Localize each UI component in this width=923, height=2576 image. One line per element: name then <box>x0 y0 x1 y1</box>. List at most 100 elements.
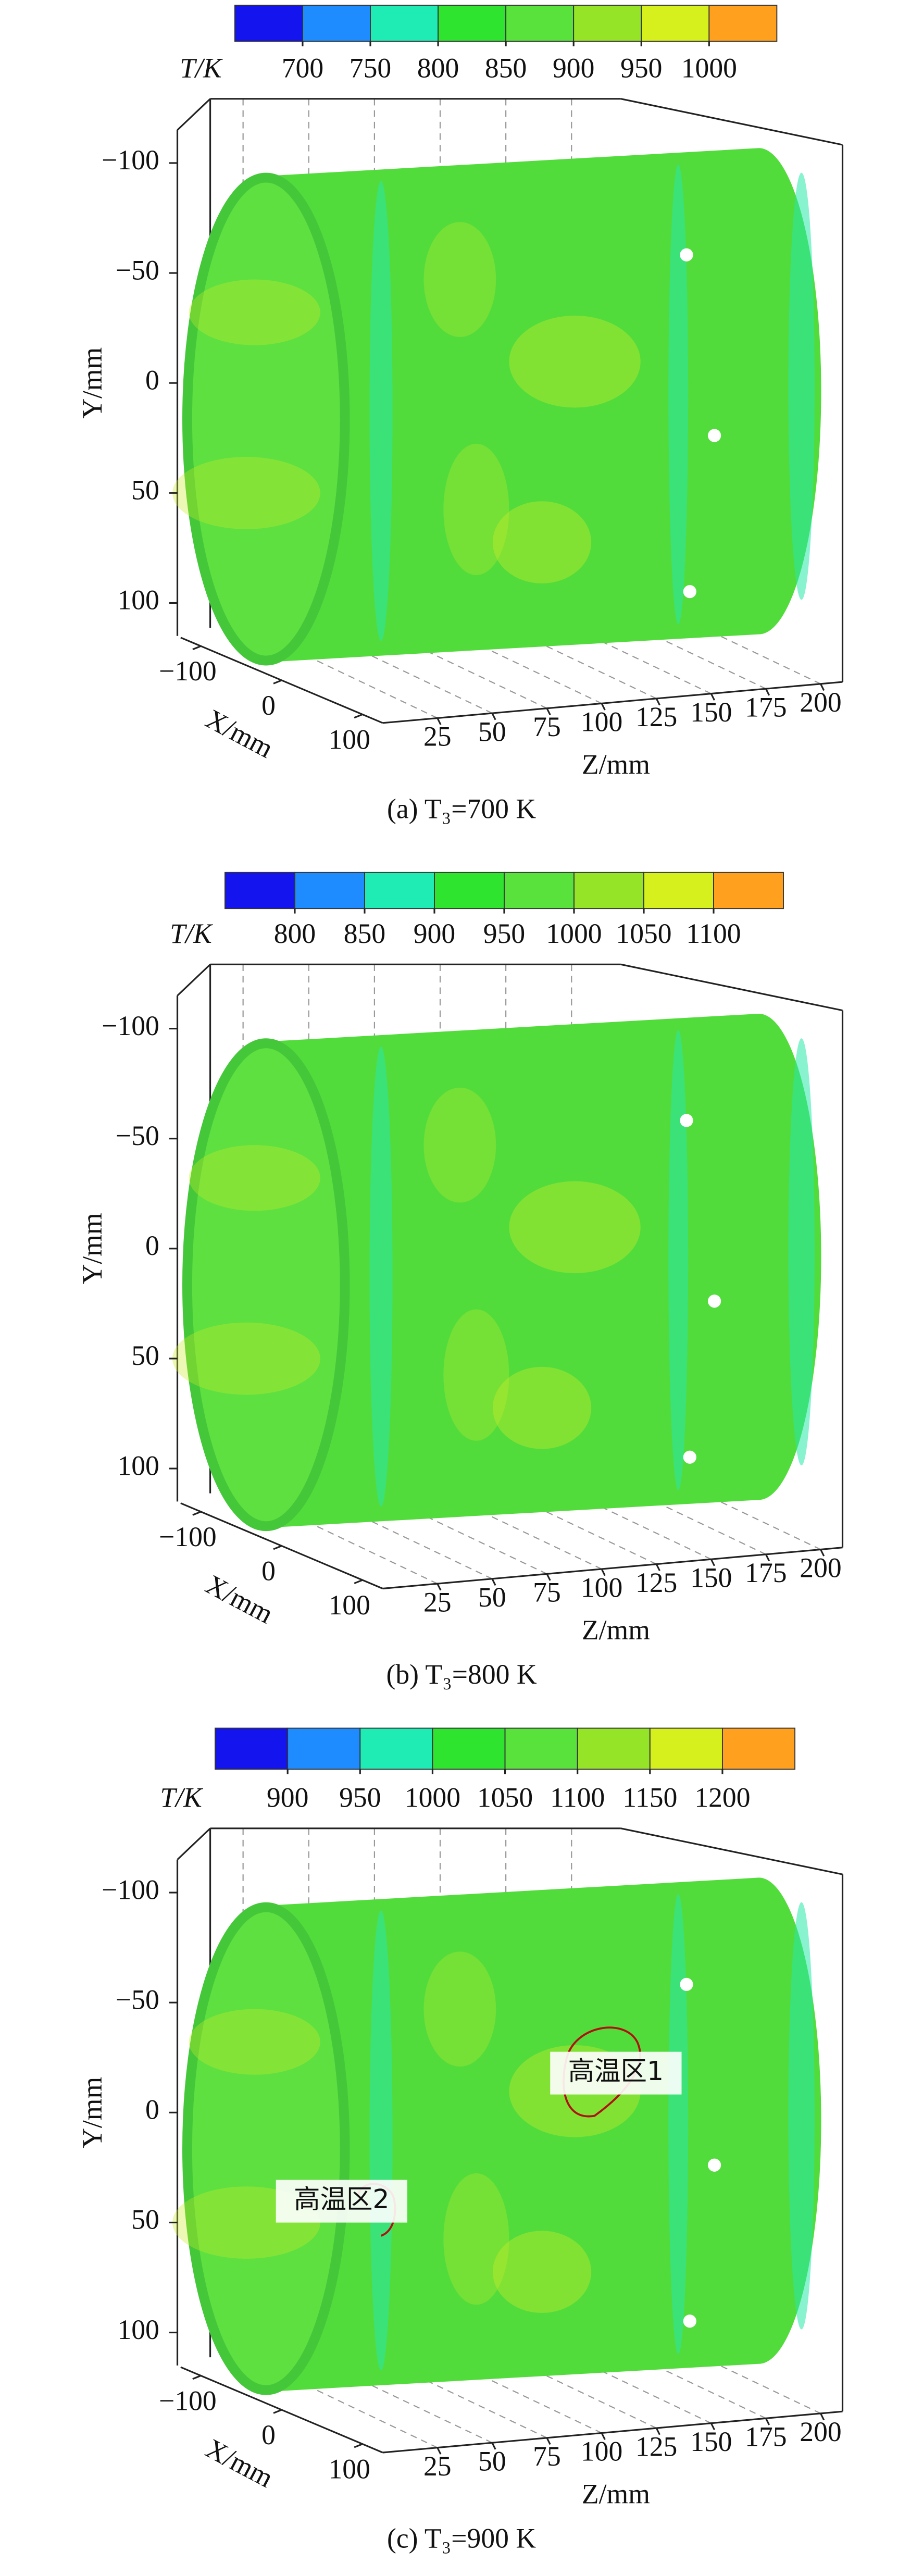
z-tick-label: 25 <box>423 721 452 752</box>
floor-grid-line <box>319 2360 493 2444</box>
colorbar-tick-label: 950 <box>620 52 662 83</box>
colorbar-segment <box>287 1727 361 1770</box>
z-tick <box>601 1569 606 1576</box>
colorbar-segment <box>505 5 575 42</box>
y-tick-label: 50 <box>131 1340 159 1371</box>
annotation-box <box>550 2051 682 2095</box>
colorbar-segment <box>649 1727 723 1770</box>
z-tick-label: 100 <box>581 1572 622 1603</box>
floor-grid-line <box>593 2335 766 2419</box>
floor-grid-line <box>319 1496 493 1579</box>
cylinder-body <box>184 1877 821 2392</box>
z-tick-label: 100 <box>581 2436 622 2467</box>
floor-grid-line <box>538 2341 712 2424</box>
floor-grid-line <box>265 2365 438 2448</box>
colorbar-tick-label: 1200 <box>694 1782 750 1813</box>
z-tick <box>546 708 551 716</box>
colorbar-segment <box>504 872 575 910</box>
y-tick-label: 100 <box>117 584 159 616</box>
y-tick-label: 100 <box>117 1450 159 1481</box>
x-tick <box>192 1511 202 1516</box>
x-tick <box>273 2409 282 2414</box>
x-tick-label: 0 <box>261 690 276 721</box>
caption: (a) T₃=700 K <box>387 793 536 824</box>
x-tick-label: 0 <box>261 1555 276 1586</box>
hot-patch <box>509 1181 641 1274</box>
z-tick <box>765 1554 770 1562</box>
z-axis-label: Z/mm <box>582 2478 650 2509</box>
colorbar-segment <box>721 1727 796 1770</box>
colorbar-label: T/K <box>170 918 214 949</box>
z-axis-label: Z/mm <box>582 1614 650 1646</box>
x-tick-label: −100 <box>159 655 217 687</box>
hot-patch <box>423 222 496 337</box>
colorbar-tick-label: 1000 <box>546 918 602 949</box>
colorbar-segment <box>708 5 778 42</box>
hole <box>680 1977 693 1991</box>
floor-grid-line <box>483 1481 657 1565</box>
hot-patch <box>189 279 320 345</box>
x-tick-label: 100 <box>328 724 370 755</box>
colorbar-tick-label: 900 <box>553 52 594 83</box>
y-axis-label: Y/mm <box>77 347 108 419</box>
x-tick <box>273 1545 282 1550</box>
hole <box>707 2158 721 2172</box>
axis-line <box>382 681 843 724</box>
colorbar-tick-label: 950 <box>339 1782 381 1813</box>
cool-band <box>369 181 393 641</box>
z-tick <box>765 2418 770 2425</box>
z-tick-label: 125 <box>635 2431 677 2462</box>
annotation: 高温区2 <box>294 2184 389 2214</box>
x-tick <box>354 2443 363 2448</box>
caption: (c) T₃=900 K <box>387 2523 536 2554</box>
colorbar-segment <box>294 872 365 910</box>
colorbar-tick-label: 1100 <box>686 918 741 949</box>
z-tick <box>601 2432 606 2440</box>
colorbar-tick-label: 850 <box>485 52 527 83</box>
cool-band <box>369 1047 393 1507</box>
colorbar-segment <box>359 1727 433 1770</box>
z-tick-label: 175 <box>745 2421 787 2453</box>
x-tick-label: 0 <box>261 2419 276 2450</box>
colorbar-tick-label: 700 <box>282 52 323 83</box>
floor-grid-line <box>647 2331 821 2414</box>
z-tick-label: 100 <box>581 706 622 738</box>
z-tick <box>491 2442 496 2450</box>
panel: T/K 700 750 800 850 900 950 1000−100−50050100Y/… <box>77 5 844 824</box>
y-tick-label: 50 <box>131 475 159 506</box>
annotation: 高温区1 <box>568 2056 664 2086</box>
z-tick-label: 150 <box>690 696 732 728</box>
colorbar-tick-label: 850 <box>344 918 385 949</box>
z-tick <box>436 2447 442 2455</box>
z-tick-label: 125 <box>635 701 677 732</box>
y-tick-label: −100 <box>102 1874 159 1905</box>
z-tick <box>765 688 770 696</box>
hot-patch <box>443 1309 509 1441</box>
z-tick-label: 200 <box>800 2416 841 2447</box>
z-tick-label: 75 <box>533 1577 561 1608</box>
x-tick <box>354 713 363 719</box>
colorbar-tick-label: 750 <box>350 52 391 83</box>
hole <box>683 2314 696 2328</box>
cylinder-body <box>184 148 821 663</box>
hot-patch <box>189 1145 320 1211</box>
panel: T/K 900 950 1000 1050 1100 1150 1200−100−500501… <box>77 1727 844 2554</box>
z-tick-label: 150 <box>690 1562 732 1593</box>
floor-grid-line <box>538 1476 712 1560</box>
floor-grid-line <box>265 1501 438 1585</box>
cool-band <box>788 1902 815 2330</box>
y-axis-label: Y/mm <box>77 1213 108 1284</box>
z-tick <box>436 1583 442 1591</box>
z-tick <box>546 2437 551 2445</box>
annotation-box <box>276 2180 407 2223</box>
z-tick <box>436 717 442 725</box>
hole <box>707 429 721 442</box>
z-tick-label: 50 <box>478 2446 506 2477</box>
z-tick <box>491 713 496 720</box>
colorbar-tick-label: 900 <box>267 1782 308 1813</box>
cool-band <box>668 1030 689 1490</box>
z-tick-label: 200 <box>800 1552 841 1584</box>
colorbar-segment <box>234 5 303 42</box>
z-tick <box>820 2413 825 2421</box>
z-tick <box>655 2428 660 2435</box>
